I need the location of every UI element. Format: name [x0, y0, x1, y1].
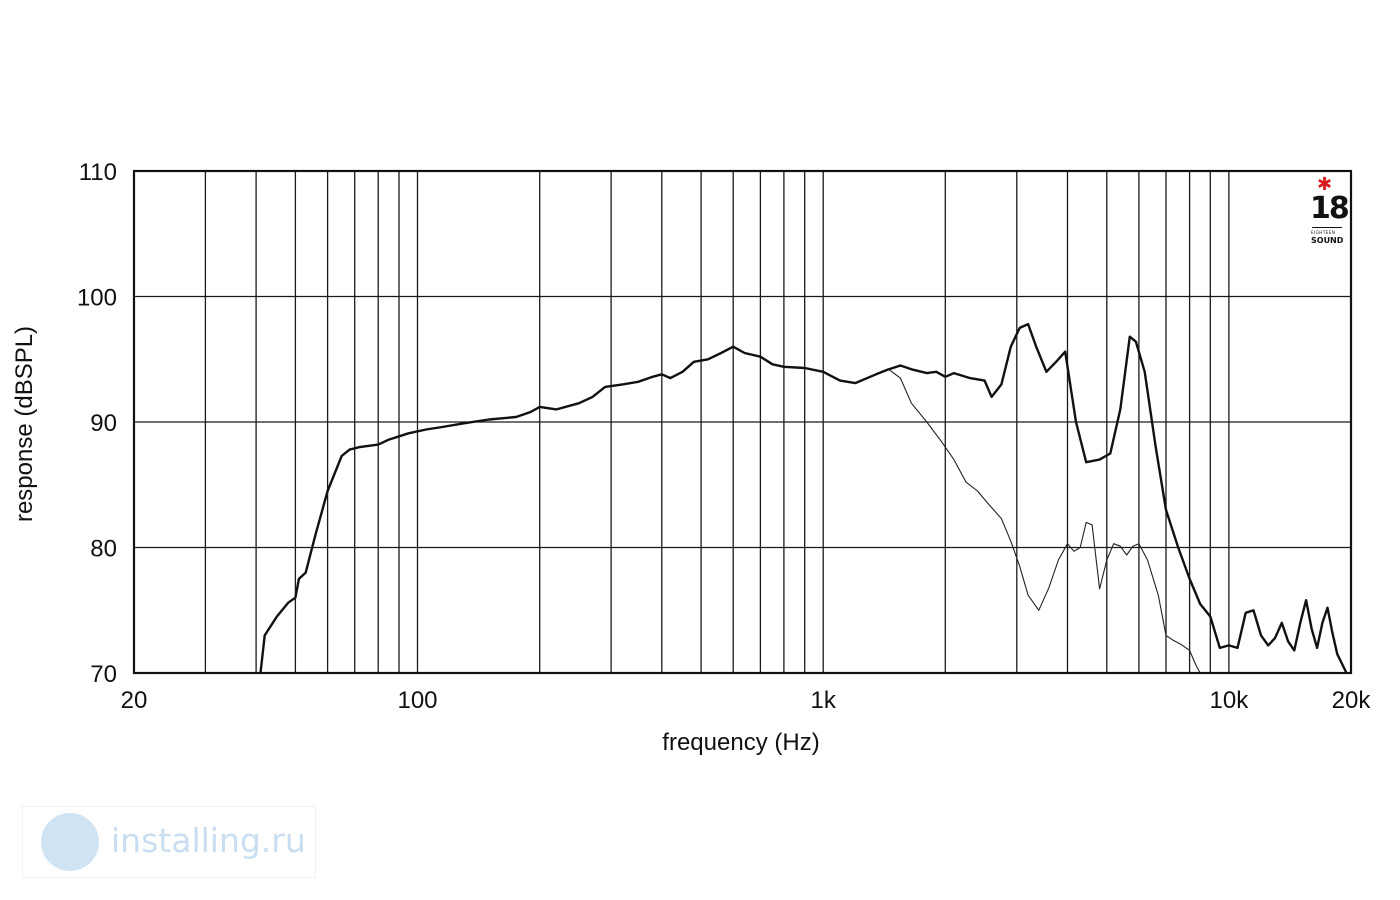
logo-number: 18: [1310, 191, 1350, 226]
logo-subtext-top: EIGHTEEN: [1311, 230, 1336, 235]
x-axis-label: frequency (Hz): [662, 729, 819, 756]
x-tick-label: 20: [121, 687, 148, 714]
x-tick-label: 1k: [811, 687, 837, 714]
watermark-text: installing.ru: [111, 821, 306, 860]
star-icon: ✱: [1317, 174, 1333, 195]
y-tick-label: 80: [90, 536, 117, 563]
watermark: installing.ru: [22, 806, 316, 878]
eighteen-sound-logo: ✱ 18 EIGHTEEN SOUND: [1308, 174, 1350, 250]
series-line-thick: [259, 322, 1348, 674]
x-tick-label: 10k: [1210, 687, 1250, 714]
logo-subtext-bottom: SOUND: [1311, 236, 1344, 245]
y-tick-label: 110: [79, 159, 117, 186]
logo-divider: [1312, 227, 1342, 228]
series-lines: [259, 322, 1348, 674]
plot-frame: [132, 169, 1353, 675]
y-tick-label: 90: [90, 410, 117, 437]
x-tick-label: 100: [397, 687, 437, 714]
x-tick-label: 20k: [1332, 687, 1372, 714]
watermark-logo-icon: [41, 813, 99, 871]
tick-labels: 20 100 1k 10k 20k 110 100 90 80 70: [77, 159, 1371, 714]
y-tick-label: 70: [90, 661, 117, 688]
y-axis-label: response (dBSPL): [11, 326, 38, 522]
grid-lines: [134, 171, 1351, 673]
series-line-thin: [888, 368, 1201, 674]
y-tick-label: 100: [77, 285, 117, 312]
